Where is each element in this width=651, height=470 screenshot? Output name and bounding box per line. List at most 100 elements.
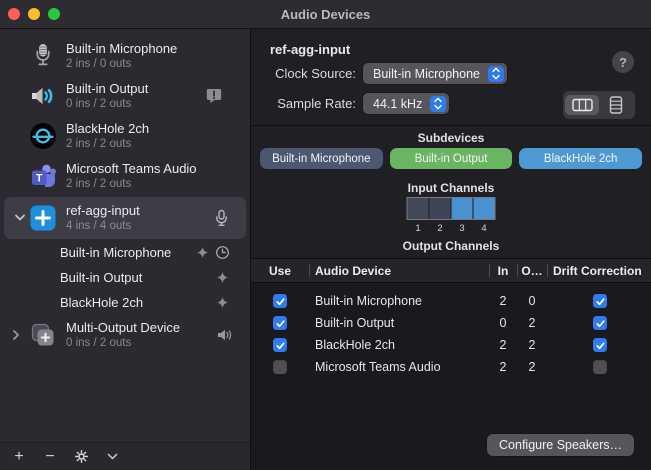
clock-source-label: Clock Source:	[275, 66, 356, 81]
title-bar: Audio Devices	[0, 0, 651, 29]
row-out-count: 2	[528, 316, 536, 330]
device-name: Built-in Microphone	[66, 40, 178, 56]
table-row[interactable]: Built-in Output 0 2	[251, 312, 651, 334]
device-name: Multi-Output Device	[66, 319, 181, 335]
sample-rate-value: 44.1 kHz	[373, 96, 423, 111]
use-checkbox[interactable]	[273, 294, 287, 308]
zoom-button[interactable]	[48, 8, 60, 20]
sidebar-item-built-in-output[interactable]: Built-in Output 0 ins / 2 outs	[0, 76, 250, 116]
speaker-icon	[32, 88, 53, 104]
table-header: Use Audio Device In O… Drift Correction	[251, 259, 651, 283]
row-out-count: 0	[528, 294, 536, 308]
input-channel-cell	[429, 198, 451, 219]
chevron-down-icon[interactable]	[14, 212, 26, 224]
col-header-drift-correction[interactable]: Drift Correction	[547, 259, 651, 282]
subdevice-pill-blackhole-2ch[interactable]: BlackHole 2ch	[519, 148, 643, 169]
help-button[interactable]: ?	[612, 51, 634, 73]
drift-correction-checkbox[interactable]	[593, 338, 607, 352]
columns-view-button[interactable]	[565, 95, 599, 115]
sub-item-built-in-microphone[interactable]: Built-in Microphone	[0, 240, 250, 265]
blackhole-icon	[30, 123, 56, 149]
device-name: ref-agg-input	[66, 202, 140, 218]
clock-source-icon	[216, 246, 229, 259]
drift-correction-checkbox[interactable]	[593, 316, 607, 330]
row-device-name: Built-in Output	[315, 316, 395, 330]
popup-stepper-icon	[488, 65, 504, 82]
table-row[interactable]: Microsoft Teams Audio 2 2	[251, 356, 651, 378]
table-row[interactable]: BlackHole 2ch 2 2	[251, 334, 651, 356]
gear-menu-chevron[interactable]	[103, 448, 121, 466]
row-device-name: Microsoft Teams Audio	[315, 360, 441, 374]
clock-source-popup[interactable]: Built-in Microphone	[363, 63, 507, 84]
output-channels-heading: Output Channels	[402, 239, 500, 253]
page-title: ref-agg-input	[270, 42, 351, 57]
channel-number: 2	[437, 223, 443, 234]
drift-correction-checkbox[interactable]	[593, 294, 607, 308]
use-checkbox[interactable]	[273, 360, 287, 374]
close-button[interactable]	[8, 8, 20, 20]
device-io-detail: 2 ins / 2 outs	[66, 177, 132, 190]
input-channels-grid	[406, 197, 496, 220]
col-header-out[interactable]: O…	[517, 259, 547, 282]
device-sidebar: Built-in Microphone 2 ins / 0 outs Built…	[0, 29, 251, 470]
input-channel-cell	[407, 198, 429, 219]
input-channels-heading: Input Channels	[407, 181, 495, 195]
sidebar-item-microsoft-teams-audio[interactable]: T Microsoft Teams Audio 2 ins / 2 outs	[0, 156, 250, 196]
sidebar-item-ref-agg-input[interactable]: ref-agg-input 4 ins / 4 outs	[4, 197, 246, 239]
subdevice-table-section: Use Audio Device In O… Drift Correction …	[251, 258, 651, 470]
gear-icon	[74, 449, 88, 464]
sidebar-footer: + −	[0, 442, 250, 470]
row-in-count: 2	[499, 360, 507, 374]
chevron-right-icon[interactable]	[10, 329, 22, 341]
subdevice-name: Built-in Microphone	[60, 245, 172, 260]
sample-rate-label: Sample Rate:	[277, 96, 356, 111]
channel-number: 4	[481, 223, 487, 234]
device-name: BlackHole 2ch	[66, 120, 150, 136]
sidebar-item-built-in-microphone[interactable]: Built-in Microphone 2 ins / 0 outs	[0, 36, 250, 76]
chevron-down-icon	[107, 453, 117, 459]
sidebar-item-blackhole-2ch[interactable]: BlackHole 2ch 2 ins / 2 outs	[0, 116, 250, 156]
drift-correction-checkbox[interactable]	[593, 360, 607, 374]
col-header-audio-device[interactable]: Audio Device	[309, 259, 489, 282]
device-io-detail: 2 ins / 2 outs	[66, 137, 132, 150]
subdevice-name: Built-in Output	[60, 270, 143, 285]
gear-menu-button[interactable]	[72, 448, 90, 466]
use-checkbox[interactable]	[273, 338, 287, 352]
input-channel-cell	[451, 198, 473, 219]
device-list: Built-in Microphone 2 ins / 0 outs Built…	[0, 29, 250, 355]
device-name: Built-in Output	[66, 80, 149, 96]
device-name: Microsoft Teams Audio	[66, 160, 197, 176]
aggregate-plus-icon	[30, 205, 56, 231]
add-device-button[interactable]: +	[14, 447, 24, 465]
channel-number: 3	[459, 223, 465, 234]
configure-speakers-button[interactable]: Configure Speakers…	[487, 434, 634, 456]
row-out-count: 2	[528, 360, 536, 374]
sample-rate-popup[interactable]: 44.1 kHz	[363, 93, 450, 114]
sub-item-built-in-output[interactable]: Built-in Output	[0, 265, 250, 290]
minimize-button[interactable]	[28, 8, 40, 20]
subdevice-pill-built-in-microphone[interactable]: Built-in Microphone	[260, 148, 383, 169]
subdevices-heading: Subdevices	[417, 131, 485, 145]
col-header-use[interactable]: Use	[268, 263, 291, 278]
row-device-name: BlackHole 2ch	[315, 338, 395, 352]
col-header-in[interactable]: In	[489, 259, 517, 282]
clock-source-value: Built-in Microphone	[373, 66, 480, 81]
teams-icon: T	[32, 164, 56, 187]
table-row[interactable]: Built-in Microphone 2 0	[251, 290, 651, 312]
subdevice-pill-built-in-output[interactable]: Built-in Output	[389, 148, 513, 169]
sub-item-blackhole-2ch[interactable]: BlackHole 2ch	[0, 290, 250, 315]
table-body: Built-in Microphone 2 0 Built-in Output …	[251, 283, 651, 378]
row-in-count: 2	[499, 294, 507, 308]
remove-device-button[interactable]: −	[45, 447, 55, 465]
traffic-lights	[8, 8, 60, 20]
subdevice-name: BlackHole 2ch	[60, 295, 144, 310]
alert-bubble-icon	[206, 89, 222, 103]
device-io-detail: 0 ins / 2 outs	[66, 97, 132, 110]
rows-view-button[interactable]	[599, 95, 633, 115]
sidebar-item-multi-output-device[interactable]: Multi-Output Device 0 ins / 2 outs	[0, 315, 250, 355]
columns-view-icon	[571, 98, 593, 112]
rows-view-icon	[609, 96, 623, 114]
channel-number: 1	[415, 223, 421, 234]
use-checkbox[interactable]	[273, 316, 287, 330]
